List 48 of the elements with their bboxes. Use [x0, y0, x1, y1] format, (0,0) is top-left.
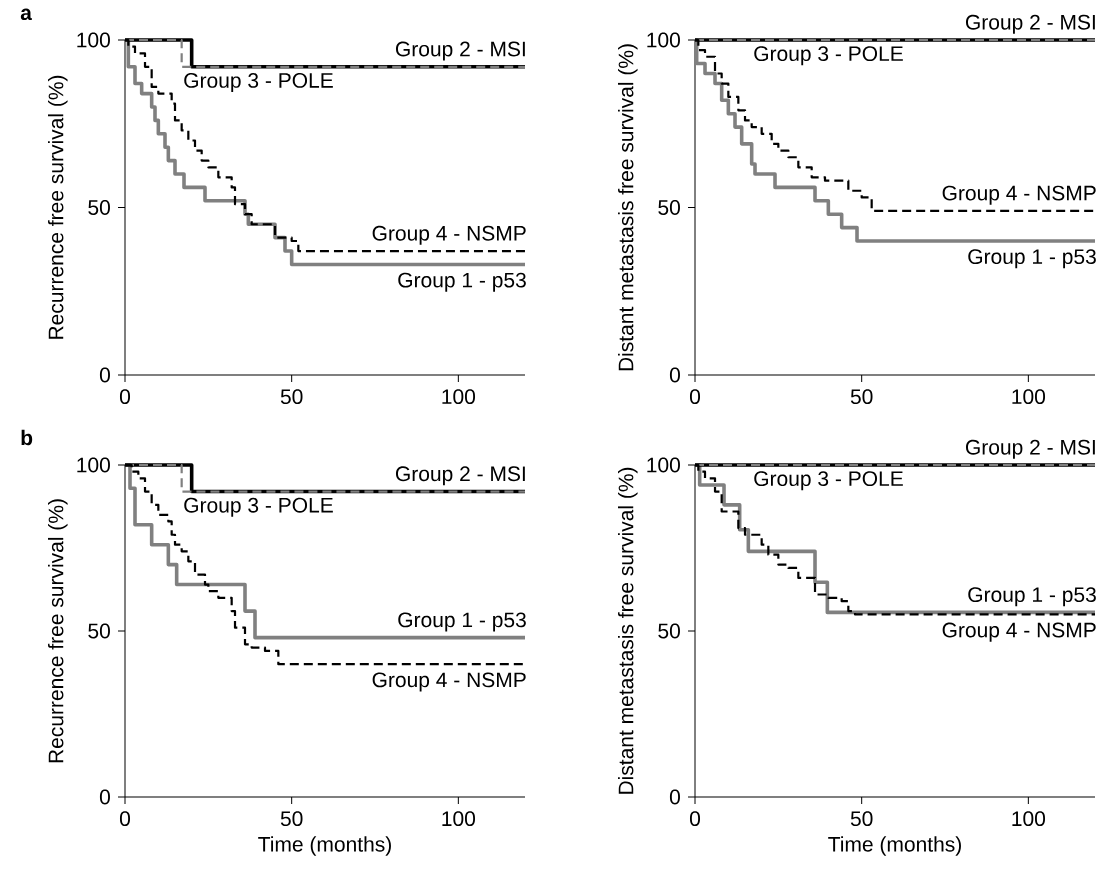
y-tick-label: 50 [88, 623, 110, 639]
y-axis-title: Distant metastasis free survival (%) [618, 467, 638, 794]
series-label: Group 1 - p53 [968, 249, 1096, 269]
x-tick-label: 100 [442, 811, 476, 827]
x-tick-label: 0 [689, 811, 701, 827]
series-label: Group 4 - NSMP [372, 672, 526, 692]
x-tick-label: 50 [850, 811, 873, 827]
series-label: Group 2 - MSI [965, 439, 1095, 459]
series-label: Group 1 - p53 [398, 272, 526, 292]
x-tick-label: 0 [119, 389, 131, 405]
y-tick-label: 0 [669, 789, 680, 805]
series-label: Group 2 - MSI [965, 14, 1095, 34]
y-tick-label: 100 [77, 457, 110, 473]
series-label: Group 2 - MSI [395, 41, 525, 61]
series-label: Group 3 - POLE [754, 471, 903, 491]
y-tick-label: 0 [99, 367, 110, 383]
y-tick-label: 50 [658, 623, 680, 639]
series-label: Group 1 - p53 [398, 612, 526, 632]
x-tick-label: 50 [280, 811, 303, 827]
series-label: Group 3 - POLE [184, 73, 333, 93]
x-tick-label: 50 [280, 389, 303, 405]
x-axis-title: Time (months) [258, 836, 391, 856]
x-tick-label: 50 [850, 389, 873, 405]
y-tick-label: 100 [77, 32, 110, 48]
chart-title: b [21, 429, 33, 446]
series-label: Group 1 - p53 [968, 587, 1096, 607]
y-axis-title: Distant metastasis free survival (%) [618, 44, 638, 371]
x-tick-label: 100 [442, 389, 476, 405]
x-tick-label: 100 [1012, 389, 1046, 405]
chart-title: a [20, 8, 33, 21]
series-label: Group 4 - NSMP [372, 225, 526, 245]
y-tick-label: 0 [99, 789, 110, 805]
x-tick-label: 100 [1012, 811, 1046, 827]
x-axis-title: Time (months) [828, 836, 961, 856]
x-tick-label: 0 [689, 389, 701, 405]
y-tick-label: 50 [658, 200, 680, 215]
y-axis-title: Recurrence free survival (%) [48, 75, 68, 339]
y-tick-label: 100 [647, 457, 680, 473]
y-tick-label: 50 [88, 200, 110, 215]
series-label: Group 4 - NSMP [942, 622, 1096, 642]
y-axis-title: Recurrence free survival (%) [48, 499, 68, 763]
series-label: Group 3 - POLE [754, 46, 903, 66]
x-tick-label: 0 [119, 811, 131, 827]
series-label: Group 2 - MSI [395, 466, 525, 486]
series-label: Group 3 - POLE [184, 497, 333, 517]
y-tick-label: 0 [669, 367, 680, 383]
series-label: Group 4 - NSMP [942, 185, 1096, 205]
y-tick-label: 100 [647, 32, 680, 48]
